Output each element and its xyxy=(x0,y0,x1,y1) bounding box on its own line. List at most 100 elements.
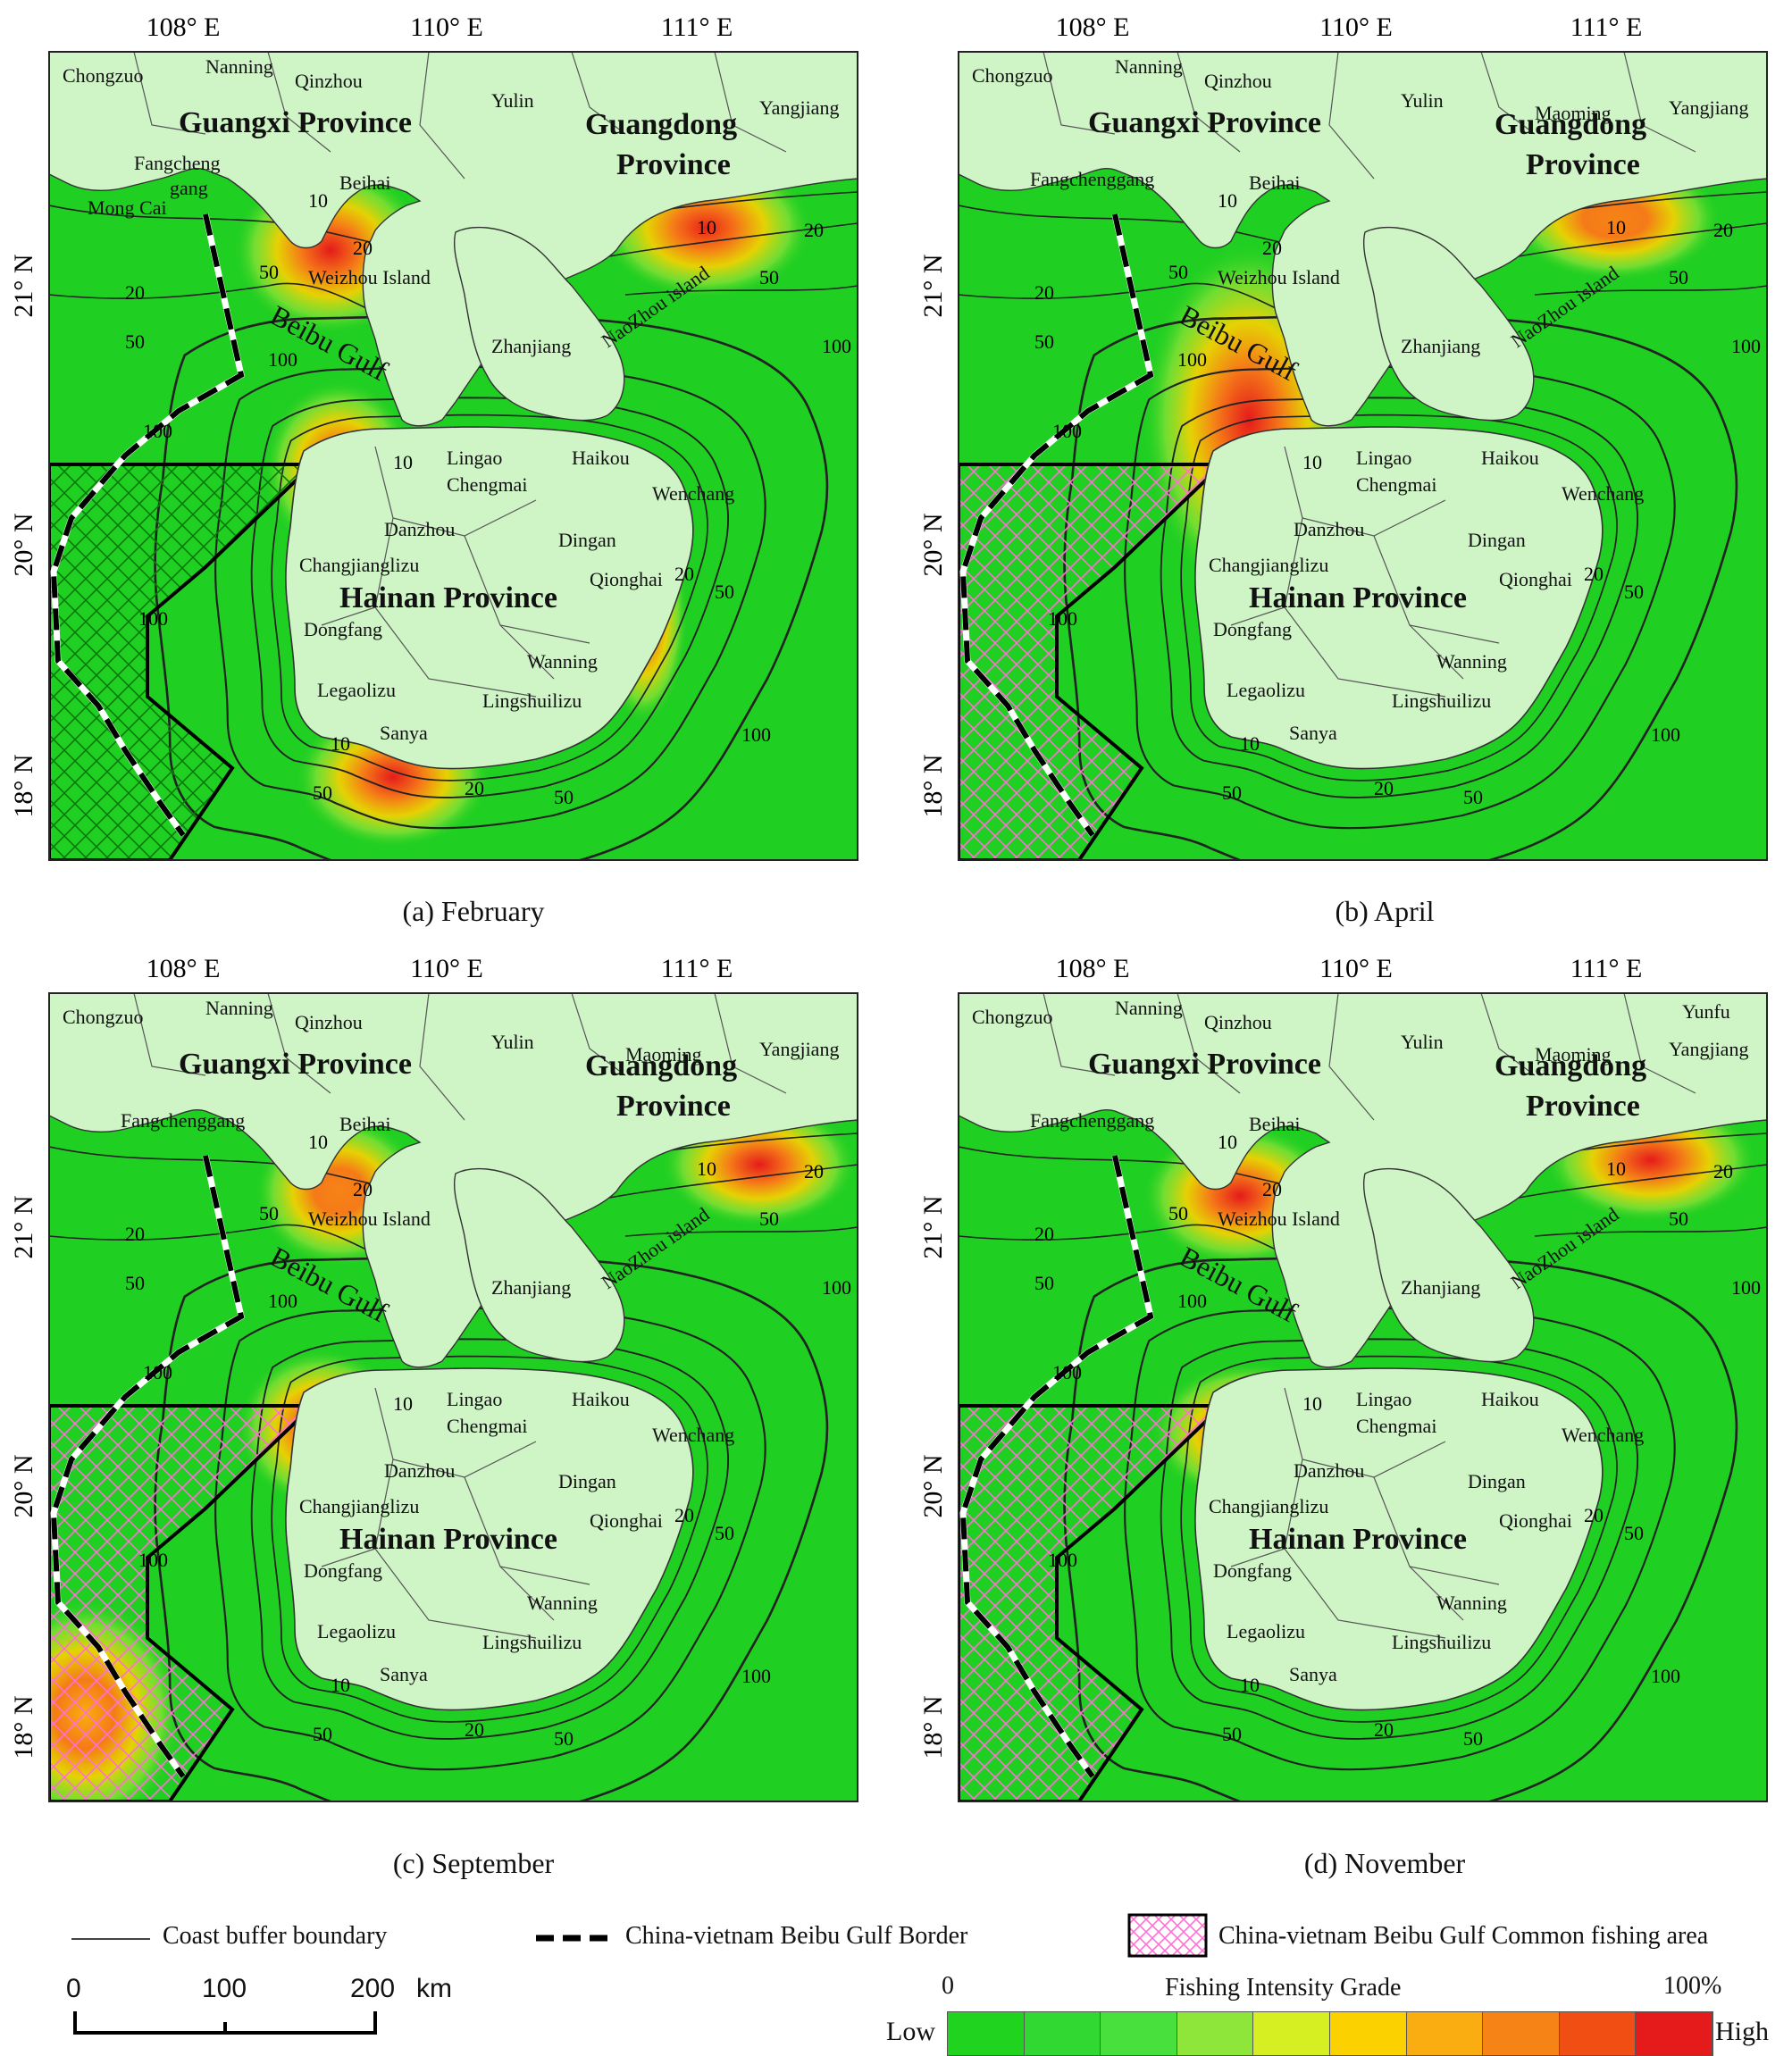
buffer-label: 20 xyxy=(1713,219,1733,241)
coast-buffer-line xyxy=(49,1224,376,1255)
buffer-label: 100 xyxy=(268,1290,297,1312)
buffer-label: 50 xyxy=(759,1208,779,1230)
caption-april: (b) April xyxy=(1335,895,1435,927)
scale-bar xyxy=(73,2011,377,2035)
buffer-label: 50 xyxy=(1222,1723,1242,1745)
label-chongzuo: Chongzuo xyxy=(972,64,1052,87)
label-guangdong: Guangdong xyxy=(1495,108,1646,141)
admin-boundary xyxy=(1177,993,1241,1094)
mainland-land xyxy=(49,52,858,427)
lon-label: 111° E xyxy=(661,13,733,42)
buffer-label: 10 xyxy=(308,1131,328,1153)
label-danzhou: Danzhou xyxy=(384,1459,455,1482)
label-maoming: Maoming xyxy=(1535,102,1612,124)
admin-boundary xyxy=(267,993,331,1094)
buffer-label: 100 xyxy=(1177,348,1207,371)
admin-boundary xyxy=(133,993,206,1076)
buffer-label: 50 xyxy=(1624,1522,1644,1544)
buffer-label: 100 xyxy=(1731,1276,1761,1299)
buffer-label: 100 xyxy=(268,348,297,371)
label-guangdong-province: Province xyxy=(1526,1090,1640,1123)
legend-common-area-label: China-vietnam Beibu Gulf Common fishing … xyxy=(1218,1922,1709,1950)
intensity-color-ramp xyxy=(947,2011,1713,2056)
buffer-label: 50 xyxy=(313,1723,332,1745)
label-guangdong-province: Province xyxy=(616,148,731,181)
label-danzhou: Danzhou xyxy=(1294,518,1364,540)
label-guangxi-province: Guangxi Province xyxy=(1088,1048,1321,1081)
buffer-label: 20 xyxy=(353,237,373,259)
admin-boundary xyxy=(1480,993,1536,1076)
buffer-label: 20 xyxy=(804,219,824,241)
caption-november: (d) November xyxy=(1303,1847,1466,1879)
buffer-label: 100 xyxy=(822,1276,851,1299)
admin-boundary xyxy=(1284,606,1446,698)
label-chengmai: Chengmai xyxy=(1356,473,1436,496)
label-beihai: Beihai xyxy=(1249,171,1300,194)
buffer-label: 100 xyxy=(1651,1665,1680,1687)
lon-label: 111° E xyxy=(1570,954,1643,983)
label-yunfu: Yunfu xyxy=(1682,1000,1730,1023)
lat-label: 21° N xyxy=(9,254,38,317)
ramp-swatch xyxy=(1024,2012,1101,2055)
coast-buffer-line xyxy=(1534,1226,1767,1237)
label-legaolizu: Legaolizu xyxy=(1227,1620,1305,1642)
label-fangchenggang: Fangchenggang xyxy=(1030,168,1154,190)
legend-buffer-label: Coast buffer boundary xyxy=(163,1922,388,1950)
admin-boundary xyxy=(499,1566,555,1621)
label-dingan: Dingan xyxy=(558,529,616,551)
label-guangdong-province: Province xyxy=(1526,148,1640,181)
label-guangxi-province: Guangxi Province xyxy=(179,106,412,139)
coast-buffer-line xyxy=(271,1355,708,1723)
label-fangchenggang: Fangchenggang xyxy=(1030,1109,1154,1132)
coast-buffer-line xyxy=(1534,285,1767,296)
coast-buffer-line xyxy=(1063,1255,1738,1801)
label-guangdong-province: Province xyxy=(616,1090,731,1123)
lat-label: 18° N xyxy=(9,754,38,817)
label-yangjiang: Yangjiang xyxy=(759,1038,839,1060)
buffer-label: 50 xyxy=(759,266,779,288)
label-sanya: Sanya xyxy=(1289,1663,1337,1685)
label-wanning: Wanning xyxy=(1436,650,1507,673)
label-lingshuilizu: Lingshuilizu xyxy=(1392,1631,1491,1653)
buffer-label: 20 xyxy=(353,1178,373,1200)
label-wanning: Wanning xyxy=(1436,1592,1507,1614)
lon-label: 108° E xyxy=(147,13,221,42)
buffer-label: 100 xyxy=(741,723,771,746)
label-hainan-province: Hainan Province xyxy=(1249,1523,1467,1556)
label-guangxi-province: Guangxi Province xyxy=(1088,106,1321,139)
label-qionghai: Qionghai xyxy=(1499,1509,1572,1532)
coast-buffer-line xyxy=(1160,1338,1639,1740)
coast-buffer-line xyxy=(1160,397,1639,798)
china-vietnam-border xyxy=(50,1155,245,1778)
buffer-label: 10 xyxy=(1218,1131,1237,1153)
common-area-swatch xyxy=(1127,1913,1208,1958)
label-dingan: Dingan xyxy=(1468,1470,1526,1492)
lat-label: 18° N xyxy=(918,754,948,817)
admin-boundary xyxy=(374,446,537,537)
lon-label: 108° E xyxy=(147,954,221,983)
label-guangdong: Guangdong xyxy=(585,108,737,141)
coast-buffer-line xyxy=(1180,414,1618,781)
coast-buffer-line xyxy=(1124,365,1676,830)
mainland-land xyxy=(959,993,1767,1368)
lat-label: 21° N xyxy=(918,254,948,317)
buffer-label: 20 xyxy=(465,1718,484,1741)
label-dongfang: Dongfang xyxy=(304,1559,382,1582)
buffer-label: 20 xyxy=(125,1223,145,1245)
buffer-label: 10 xyxy=(331,1674,350,1696)
buffer-label: 50 xyxy=(715,1522,734,1544)
lat-label: 20° N xyxy=(918,513,948,576)
buffer-label: 50 xyxy=(1034,330,1054,353)
label-lingshuilizu: Lingshuilizu xyxy=(482,690,582,712)
lon-label: 111° E xyxy=(661,954,733,983)
buffer-label: 50 xyxy=(554,786,574,808)
buffer-label: 20 xyxy=(1034,281,1054,304)
label-beihai: Beihai xyxy=(339,171,390,194)
label-lingao: Lingao xyxy=(1356,447,1411,469)
coast-buffer-line xyxy=(250,1338,730,1740)
label-nanning: Nanning xyxy=(1115,55,1183,78)
admin-boundary xyxy=(1284,446,1446,537)
buffer-label: 20 xyxy=(465,777,484,799)
buffer-label: 20 xyxy=(1584,563,1604,585)
common-fishing-area xyxy=(959,463,1227,860)
